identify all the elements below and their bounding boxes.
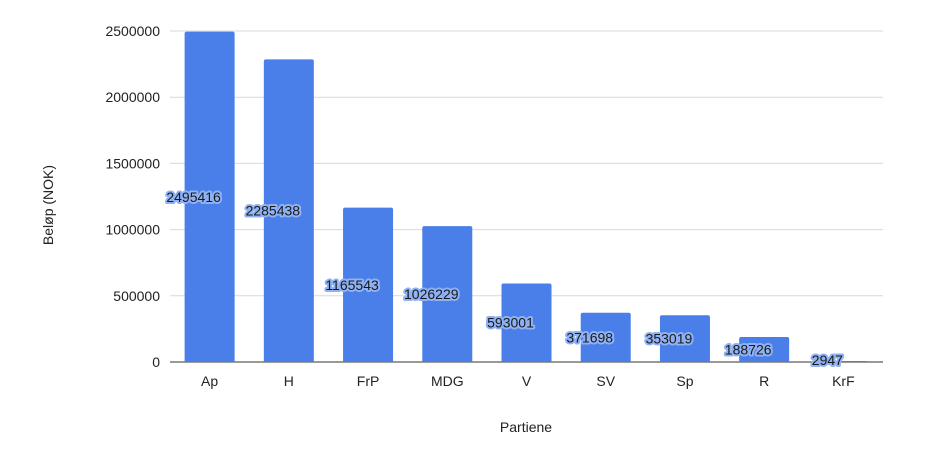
- bar: [343, 207, 394, 362]
- data-label: 1026229: [404, 286, 459, 302]
- bar: [659, 315, 710, 362]
- x-tick-label: Ap: [201, 373, 218, 389]
- y-tick-label: 1500000: [105, 155, 160, 171]
- data-label: 353019: [646, 331, 693, 347]
- x-tick-label: Sp: [676, 373, 693, 389]
- y-tick-label: 2000000: [105, 89, 160, 105]
- x-tick-label: H: [284, 373, 294, 389]
- bar: [184, 31, 235, 362]
- x-axis-title: Partiene: [500, 419, 552, 435]
- x-tick-label: R: [759, 373, 769, 389]
- data-label: 371698: [566, 329, 613, 345]
- bars: [184, 31, 869, 363]
- bar: [818, 361, 869, 363]
- data-label: 2285438: [246, 203, 301, 219]
- data-label: 2495416: [166, 189, 221, 205]
- y-tick-label: 1000000: [105, 222, 160, 238]
- y-axis-title: Beløp (NOK): [40, 165, 56, 245]
- bar: [263, 59, 314, 362]
- x-axis-ticks: Ap H FrP MDG V SV Sp R KrF: [201, 373, 855, 389]
- x-tick-label: KrF: [832, 373, 855, 389]
- bar: [422, 226, 473, 362]
- data-label: 188726: [725, 342, 772, 358]
- data-labels: 2495416 2285438 1165543 1026229 593001 371698…: [164, 187, 845, 370]
- data-label: 1165543: [325, 277, 379, 293]
- bar: [501, 283, 552, 362]
- bar: [739, 337, 790, 362]
- y-tick-label: 500000: [113, 288, 160, 304]
- y-tick-label: 2500000: [105, 23, 160, 39]
- x-tick-label: SV: [596, 373, 615, 389]
- y-axis-ticks: 0 500000 1000000 1500000 2000000 2500000: [105, 23, 160, 370]
- data-label: 2947: [812, 352, 843, 368]
- data-label: 593001: [487, 315, 534, 331]
- x-tick-label: V: [522, 373, 532, 389]
- bar: [580, 312, 631, 362]
- x-tick-label: FrP: [357, 373, 380, 389]
- x-tick-label: MDG: [431, 373, 464, 389]
- y-tick-label: 0: [152, 354, 160, 370]
